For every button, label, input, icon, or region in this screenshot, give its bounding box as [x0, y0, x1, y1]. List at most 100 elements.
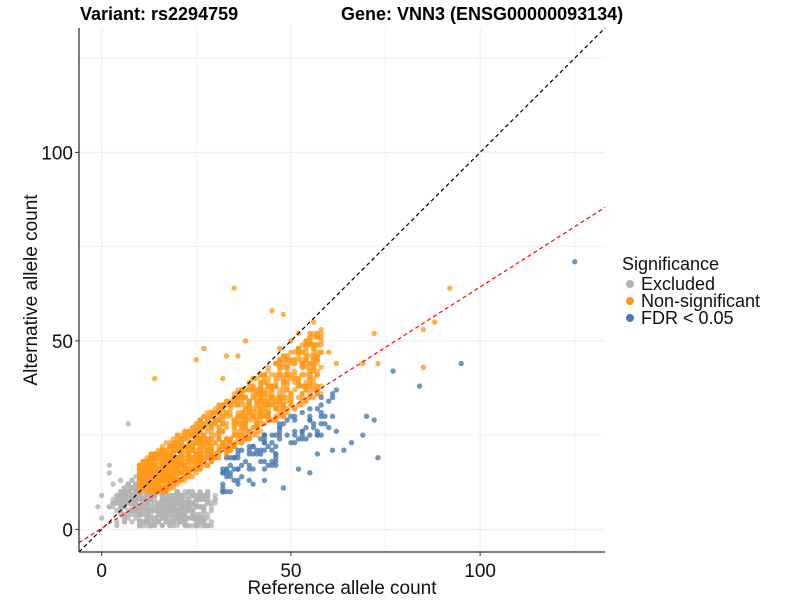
point-excluded [129, 477, 135, 484]
point-non-significant [250, 424, 256, 431]
point-excluded [159, 500, 165, 506]
point-excluded [178, 496, 184, 502]
point-non-significant [295, 379, 302, 386]
point-non-significant [265, 364, 271, 370]
point-non-significant [273, 383, 279, 389]
point-excluded [174, 500, 181, 506]
point-excluded [174, 504, 181, 510]
x-axis-label: Reference allele count [247, 578, 437, 599]
point-non-significant [220, 413, 226, 419]
point-non-significant [167, 439, 173, 446]
point-non-significant [182, 477, 188, 484]
point-fdr [390, 368, 396, 374]
point-non-significant [151, 462, 158, 468]
point-non-significant [314, 383, 321, 389]
point-fdr [261, 447, 268, 453]
point-excluded [121, 496, 128, 502]
point-non-significant [170, 485, 177, 491]
point-non-significant [254, 413, 260, 419]
point-non-significant [295, 349, 302, 355]
point-non-significant [151, 451, 158, 457]
point-non-significant [223, 439, 230, 446]
point-non-significant [239, 417, 245, 423]
point-excluded [144, 519, 150, 525]
point-non-significant [276, 368, 283, 374]
point-non-significant [159, 473, 165, 480]
point-fdr [269, 458, 275, 465]
point-non-significant [239, 432, 245, 438]
point-non-significant [261, 409, 268, 416]
point-non-significant [265, 413, 271, 419]
point-non-significant [231, 421, 237, 427]
point-non-significant [273, 398, 279, 404]
point-non-significant [182, 447, 188, 453]
point-non-significant [178, 451, 184, 457]
point-fdr [227, 455, 234, 461]
point-excluded [189, 522, 196, 529]
point-fdr [284, 432, 290, 438]
point-non-significant [182, 451, 188, 457]
point-non-significant [280, 394, 287, 401]
point-fdr [246, 443, 252, 450]
point-fdr [220, 466, 226, 472]
point-non-significant [269, 372, 275, 378]
point-non-significant [284, 406, 290, 412]
point-excluded [136, 496, 143, 502]
point-non-significant [273, 406, 279, 412]
point-fdr [269, 447, 275, 453]
point-fdr [269, 439, 275, 446]
point-non-significant [159, 488, 165, 495]
point-excluded [125, 421, 131, 427]
point-excluded [133, 515, 139, 521]
point-excluded [148, 492, 154, 499]
point-non-significant [186, 432, 192, 438]
point-excluded [182, 496, 188, 502]
point-non-significant [284, 368, 290, 374]
point-excluded [208, 522, 215, 529]
point-non-significant [242, 436, 249, 442]
point-non-significant [208, 443, 215, 450]
point-non-significant [257, 394, 264, 401]
point-non-significant [193, 428, 200, 435]
point-excluded [151, 500, 158, 506]
point-excluded [114, 507, 120, 514]
point-excluded [148, 519, 154, 525]
point-excluded [170, 519, 177, 525]
point-non-significant [420, 364, 427, 370]
point-excluded [121, 488, 128, 495]
point-non-significant [178, 458, 184, 465]
point-excluded [170, 492, 177, 499]
point-non-significant [242, 432, 249, 438]
point-non-significant [254, 432, 260, 438]
point-excluded [106, 470, 112, 476]
point-non-significant [310, 360, 317, 367]
point-non-significant [314, 372, 321, 378]
point-fdr [329, 413, 336, 419]
point-non-significant [148, 470, 154, 476]
point-non-significant [242, 424, 249, 431]
point-non-significant [307, 375, 313, 382]
point-non-significant [269, 390, 275, 397]
point-non-significant [159, 458, 165, 465]
x-tick-label: 50 [280, 561, 301, 582]
point-non-significant [246, 406, 252, 412]
point-excluded [110, 496, 116, 502]
point-fdr [291, 417, 298, 423]
point-excluded [182, 500, 188, 506]
point-excluded [140, 488, 147, 495]
point-excluded [193, 500, 200, 506]
point-non-significant [239, 421, 245, 427]
point-non-significant [140, 462, 147, 468]
point-non-significant [220, 375, 226, 382]
point-non-significant [299, 390, 305, 397]
point-excluded [208, 519, 215, 525]
point-non-significant [136, 481, 143, 487]
point-excluded [189, 511, 196, 518]
point-non-significant [257, 417, 264, 423]
point-non-significant [204, 424, 211, 431]
point-excluded [201, 507, 207, 514]
point-non-significant [159, 455, 165, 461]
point-non-significant [299, 341, 305, 348]
point-non-significant [288, 372, 294, 378]
point-non-significant [223, 398, 230, 404]
